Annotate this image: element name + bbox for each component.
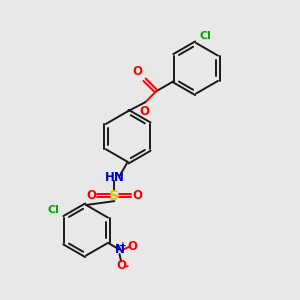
Text: -: -: [124, 260, 129, 273]
Text: +: +: [119, 241, 127, 250]
Text: Cl: Cl: [48, 205, 60, 215]
Text: O: O: [140, 105, 150, 118]
Text: S: S: [109, 189, 119, 203]
Text: HN: HN: [104, 171, 124, 184]
Text: Cl: Cl: [200, 31, 211, 40]
Text: O: O: [127, 240, 137, 253]
Text: N: N: [115, 243, 124, 256]
Text: O: O: [132, 189, 142, 202]
Text: O: O: [86, 189, 96, 202]
Text: O: O: [116, 259, 126, 272]
Text: O: O: [132, 65, 142, 78]
